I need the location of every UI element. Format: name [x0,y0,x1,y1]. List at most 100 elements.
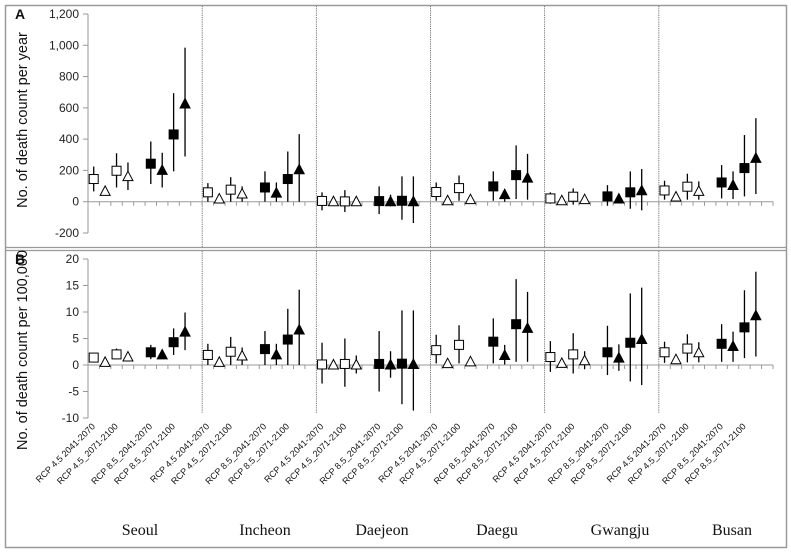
square-marker [488,336,499,347]
square-marker [431,187,442,198]
triangle-marker [270,348,283,360]
city-label: Daejeon [355,522,408,539]
triangle-marker [441,357,454,369]
square-marker [317,359,328,370]
square-marker [545,352,556,363]
square-marker [202,349,213,360]
square-marker [568,349,579,360]
y-tick-label: 1,200 [49,7,79,21]
city-label: Incheon [239,522,291,539]
square-marker [259,344,270,355]
triangle-marker [613,192,625,204]
y-tick-label: 0 [72,358,79,372]
panel-b: BNo. of death count per 100,000 -10 -5 0 5 10… [15,250,774,450]
square-marker [111,165,122,176]
triangle-marker [464,193,477,205]
square-marker [396,358,407,369]
square-marker [282,334,293,345]
triangle-marker [99,355,111,367]
square-marker [602,191,613,202]
square-marker [374,196,385,207]
triangle-marker [750,309,762,321]
square-marker [739,322,750,333]
square-marker [88,352,99,363]
panel-label: B [15,251,25,267]
square-marker [88,174,99,185]
square-marker [145,158,156,169]
triangle-marker [179,97,191,109]
triangle-marker [407,195,420,207]
square-marker [396,195,407,206]
square-marker [454,339,465,350]
square-marker [145,347,156,358]
y-tick-label: 200 [59,163,79,177]
city-label: Seoul [122,522,159,539]
y-tick-label: 10 [66,305,80,319]
triangle-marker [555,194,568,206]
square-marker [716,338,727,349]
y-tick-label: 20 [66,252,80,266]
square-marker [282,174,293,185]
triangle-marker [670,190,682,202]
panel-a: A No. of death count per year -200 0 200 400 6… [15,6,774,247]
triangle-marker [213,192,226,204]
square-marker [454,183,465,194]
triangle-marker [692,346,705,358]
square-marker [659,185,670,196]
square-marker [225,346,236,357]
triangle-marker [441,194,454,206]
square-marker [225,184,236,195]
triangle-marker [179,325,191,337]
triangle-marker [213,355,226,367]
y-tick-label: 0 [72,195,79,209]
square-marker [511,319,522,330]
city-label: Gwangju [591,522,650,539]
y-tick-label: -200 [55,226,79,240]
square-marker [202,187,213,198]
square-marker [168,337,179,348]
triangle-marker [521,171,534,183]
y-axis-label: No. of death count per 100,000 [15,250,31,450]
triangle-marker [293,323,306,335]
triangle-marker [578,354,591,366]
square-marker [488,181,499,192]
square-marker [545,193,556,204]
y-tick-label: 5 [72,332,79,346]
triangle-marker [464,355,477,367]
triangle-marker [156,163,169,175]
triangle-marker [555,356,568,368]
y-tick-label: 1,000 [49,38,79,52]
triangle-marker [293,163,306,175]
y-tick-label: 400 [59,132,79,146]
y-tick-label: 15 [66,279,80,293]
outer-border [4,4,788,549]
triangle-marker [122,350,134,362]
triangle-marker [521,321,534,333]
triangle-marker [613,351,625,363]
square-marker [682,343,693,354]
triangle-marker [692,184,705,196]
square-marker [659,347,670,358]
triangle-marker [236,187,248,199]
square-marker [374,358,385,369]
triangle-marker [407,357,420,369]
square-marker [111,349,122,360]
y-tick-label: 600 [59,101,79,115]
triangle-marker [270,186,283,198]
triangle-marker [327,358,340,370]
triangle-marker [635,332,648,345]
triangle-marker [727,339,739,351]
triangle-marker [156,348,169,360]
square-marker [339,358,350,369]
square-marker [625,187,636,198]
triangle-marker [384,195,397,207]
square-marker [625,337,636,348]
triangle-marker [727,178,739,190]
square-marker [511,170,522,181]
triangle-marker [99,184,111,196]
square-marker [716,177,727,188]
square-marker [568,191,579,202]
square-marker [168,129,179,140]
y-axis-label: No. of death count per year [15,32,31,208]
